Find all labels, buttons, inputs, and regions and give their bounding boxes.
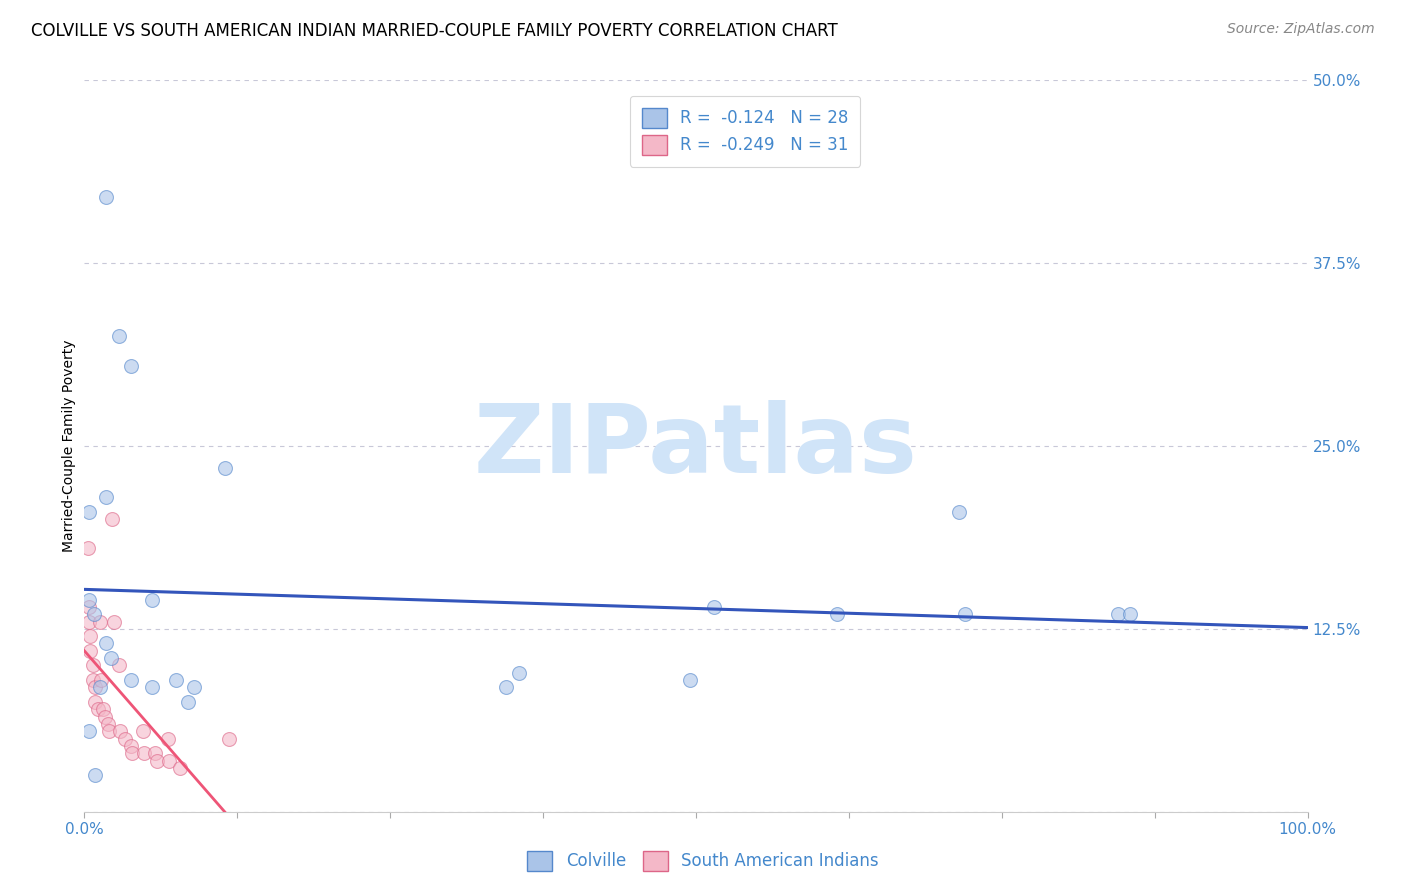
Point — [145, 754, 167, 768]
Point — [97, 717, 120, 731]
Point — [96, 636, 118, 650]
Point — [77, 541, 100, 556]
Point — [214, 461, 236, 475]
Point — [156, 731, 179, 746]
Point — [1119, 607, 1142, 622]
Point — [82, 673, 104, 687]
Point — [89, 615, 111, 629]
Point — [114, 731, 136, 746]
Y-axis label: Married-Couple Family Poverty: Married-Couple Family Poverty — [62, 340, 76, 552]
Text: ZIPatlas: ZIPatlas — [474, 400, 918, 492]
Point — [177, 695, 200, 709]
Point — [79, 644, 101, 658]
Point — [143, 746, 166, 760]
Point — [218, 731, 240, 746]
Point — [89, 681, 111, 695]
Point — [96, 490, 118, 504]
Point — [96, 190, 118, 204]
Point — [141, 681, 163, 695]
Point — [77, 592, 100, 607]
Point — [84, 695, 107, 709]
Point — [825, 607, 848, 622]
Text: Source: ZipAtlas.com: Source: ZipAtlas.com — [1227, 22, 1375, 37]
Point — [77, 505, 100, 519]
Point — [107, 658, 129, 673]
Point — [84, 681, 107, 695]
Point — [120, 739, 142, 753]
Point — [508, 665, 530, 680]
Point — [157, 754, 180, 768]
Point — [94, 709, 117, 723]
Point — [495, 681, 517, 695]
Legend: Colville, South American Indians: Colville, South American Indians — [519, 842, 887, 880]
Point — [120, 673, 142, 687]
Point — [134, 746, 156, 760]
Point — [121, 746, 143, 760]
Point — [948, 505, 970, 519]
Point — [679, 673, 702, 687]
Point — [77, 615, 100, 629]
Point — [90, 673, 112, 687]
Point — [79, 629, 101, 643]
Point — [101, 512, 124, 526]
Legend: R =  -0.124   N = 28, R =  -0.249   N = 31: R = -0.124 N = 28, R = -0.249 N = 31 — [630, 96, 860, 167]
Point — [165, 673, 187, 687]
Point — [141, 592, 163, 607]
Point — [169, 761, 191, 775]
Text: COLVILLE VS SOUTH AMERICAN INDIAN MARRIED-COUPLE FAMILY POVERTY CORRELATION CHAR: COLVILLE VS SOUTH AMERICAN INDIAN MARRIE… — [31, 22, 838, 40]
Point — [103, 615, 125, 629]
Point — [77, 724, 100, 739]
Point — [132, 724, 155, 739]
Point — [83, 607, 105, 622]
Point — [108, 724, 131, 739]
Point — [82, 658, 104, 673]
Point — [87, 702, 110, 716]
Point — [1107, 607, 1129, 622]
Point — [84, 768, 107, 782]
Point — [77, 599, 100, 614]
Point — [91, 702, 114, 716]
Point — [703, 599, 725, 614]
Point — [183, 681, 205, 695]
Point — [100, 651, 122, 665]
Point — [107, 329, 129, 343]
Point — [120, 359, 142, 373]
Point — [953, 607, 976, 622]
Point — [97, 724, 120, 739]
